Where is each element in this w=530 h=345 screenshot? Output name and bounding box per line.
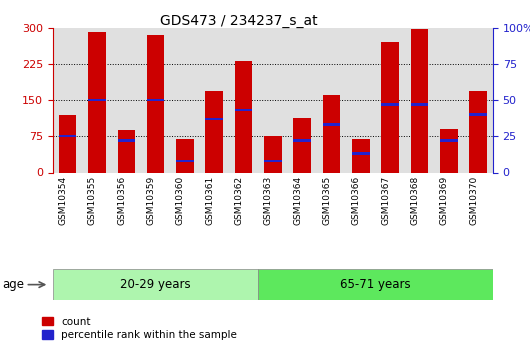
Text: GSM10354: GSM10354: [59, 176, 68, 225]
Bar: [176, 139, 194, 172]
Text: 20-29 years: 20-29 years: [120, 278, 191, 291]
Bar: [88, 99, 106, 101]
Bar: [118, 130, 135, 172]
Bar: [176, 160, 194, 162]
Bar: [264, 160, 282, 162]
Bar: [258, 269, 493, 300]
Text: GSM10359: GSM10359: [147, 176, 156, 225]
Bar: [440, 139, 458, 142]
Bar: [470, 91, 487, 172]
Bar: [264, 136, 282, 172]
Bar: [352, 152, 370, 155]
Bar: [59, 115, 76, 172]
Bar: [118, 139, 135, 142]
Bar: [147, 35, 164, 172]
Text: GSM10363: GSM10363: [264, 176, 273, 225]
Text: GSM10365: GSM10365: [323, 176, 332, 225]
Text: GSM10360: GSM10360: [176, 176, 185, 225]
Bar: [323, 124, 340, 126]
Text: GSM10361: GSM10361: [205, 176, 214, 225]
Text: GSM10368: GSM10368: [411, 176, 420, 225]
Legend: count, percentile rank within the sample: count, percentile rank within the sample: [42, 317, 237, 340]
Bar: [323, 95, 340, 172]
Text: GSM10366: GSM10366: [352, 176, 361, 225]
Bar: [411, 29, 428, 172]
Text: GSM10364: GSM10364: [293, 176, 302, 225]
Bar: [294, 139, 311, 142]
Bar: [470, 113, 487, 116]
Bar: [352, 139, 370, 172]
Bar: [147, 99, 164, 101]
Text: 65-71 years: 65-71 years: [340, 278, 411, 291]
Text: GDS473 / 234237_s_at: GDS473 / 234237_s_at: [160, 14, 317, 28]
Text: GSM10356: GSM10356: [117, 176, 126, 225]
Bar: [235, 61, 252, 172]
Bar: [382, 103, 399, 106]
Bar: [206, 118, 223, 120]
Bar: [382, 42, 399, 172]
Bar: [294, 118, 311, 172]
Bar: [88, 32, 106, 173]
Text: GSM10370: GSM10370: [469, 176, 478, 225]
Text: age: age: [3, 278, 25, 291]
Text: GSM10362: GSM10362: [235, 176, 244, 225]
Bar: [53, 269, 258, 300]
Text: GSM10369: GSM10369: [440, 176, 449, 225]
Bar: [59, 135, 76, 137]
Bar: [235, 109, 252, 111]
Bar: [206, 91, 223, 172]
Text: GSM10355: GSM10355: [88, 176, 97, 225]
Bar: [440, 129, 458, 172]
Bar: [411, 103, 428, 106]
Text: GSM10367: GSM10367: [381, 176, 390, 225]
